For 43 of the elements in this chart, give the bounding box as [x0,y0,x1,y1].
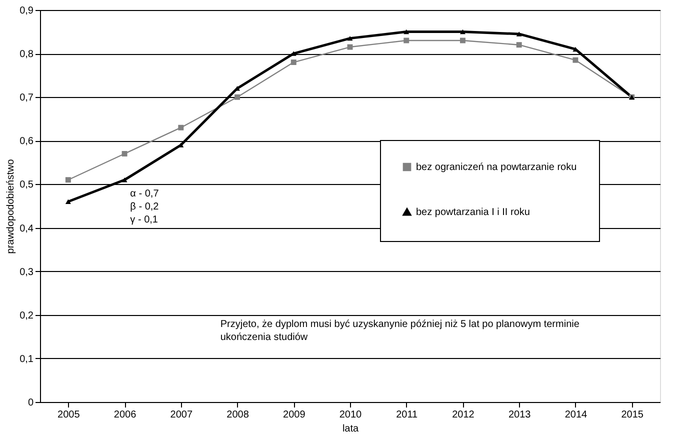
point [516,42,522,48]
legend-label: bez powtarzania I i II roku [416,207,530,218]
point [65,199,71,204]
point [404,38,410,44]
x-tick-label: 2006 [114,410,137,420]
point [404,29,410,34]
y-tick-label: 0,8 [20,49,34,60]
point [460,38,466,44]
point [460,29,466,34]
y-tick-label: 0,6 [20,136,34,148]
x-tick-label: 2008 [226,410,250,420]
annotation: Przyjeto, że dyplom musi być uzyskanynie później niż 5 lat po planowym terminie ukończenia studiów [220,319,580,344]
y-tick-label: 0 [28,398,34,408]
x-tick-label: 2010 [339,410,362,420]
x-tick-label: 2012 [452,410,475,420]
y-tick-label: 0,5 [20,180,34,191]
point [516,32,522,36]
y-tick-label: 0,4 [20,223,34,234]
y-tick-label: 0,9 [20,6,34,16]
x-tick-label: 2013 [508,410,532,420]
point [65,177,71,183]
y-axis-title: prawdopodobieństwo [6,158,17,254]
x-tick-label: 2015 [621,410,644,420]
point [290,60,296,66]
point [572,57,578,63]
y-tick-label: 0,2 [20,310,34,322]
y-tick-label: 0,3 [20,266,34,278]
x-tick-label: 2011 [396,410,418,420]
y-tick-label: 0,7 [20,92,34,104]
x-axis-title: lata [342,424,359,434]
point [122,177,128,182]
x-tick-label: 2005 [58,410,80,420]
x-tick-label: 2014 [564,410,588,420]
point [347,44,353,50]
x-tick-label: 2007 [170,410,193,420]
annotation: α - 0,7 β - 0,2 γ - 0,1 [130,188,160,226]
point [178,124,184,130]
point [347,36,353,41]
point [234,94,240,100]
legend-label: bez ograniczeń na powtarzanie roku [416,162,577,173]
y-tick-label: 0,1 [20,354,34,365]
point [122,150,128,156]
x-tick-label: 2009 [283,410,306,420]
